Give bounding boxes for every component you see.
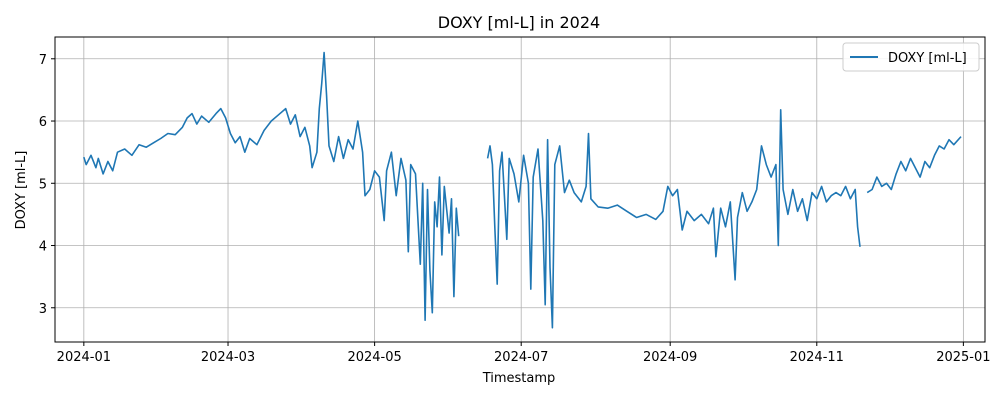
axis-ticks: 2024-01 2024-03 2024-05 2024-07 2024-09 2024-… <box>39 53 991 365</box>
x-axis-label: Timestamp <box>482 371 556 386</box>
plot-frame <box>54 36 986 343</box>
x-tick-label: 2024-07 <box>494 350 548 365</box>
doxy-series-line-segment-2 <box>486 109 861 329</box>
doxy-series-line-segment-3 <box>866 136 962 194</box>
x-tick-label: 2024-11 <box>790 350 844 365</box>
legend-label: DOXY [ml-L] <box>888 51 967 66</box>
x-tick-label: 2025-01 <box>936 350 990 365</box>
chart-title: DOXY [ml-L] in 2024 <box>438 13 600 32</box>
x-tick-label: 2024-09 <box>643 350 697 365</box>
y-tick-label: 4 <box>39 240 47 255</box>
x-tick-label: 2024-05 <box>347 350 401 365</box>
series-layer <box>83 51 962 329</box>
doxy-series-line-segment-1 <box>83 51 460 321</box>
x-tick-label: 2024-03 <box>201 350 255 365</box>
legend: DOXY [ml-L] <box>842 42 980 72</box>
y-tick-label: 6 <box>39 115 47 130</box>
y-tick-label: 5 <box>39 177 47 192</box>
y-axis-label: DOXY [ml-L] <box>14 151 29 230</box>
y-tick-label: 3 <box>39 302 47 317</box>
legend-box <box>842 42 980 72</box>
y-tick-label: 7 <box>39 53 47 68</box>
x-tick-label: 2024-01 <box>57 350 111 365</box>
